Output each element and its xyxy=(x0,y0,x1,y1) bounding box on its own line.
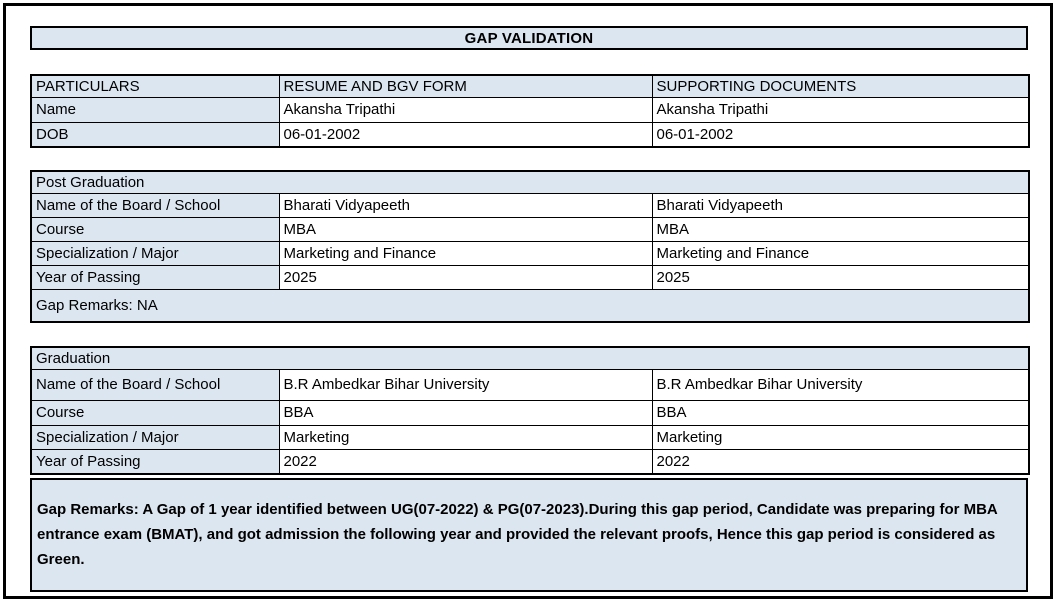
row-label: DOB xyxy=(30,121,280,148)
pg-course-resume-value: MBA xyxy=(278,216,653,242)
pg-board-resume-value: Bharati Vidyapeeth xyxy=(278,192,653,218)
table-row-specialization: Specialization / Major Marketing Marketi… xyxy=(30,424,1030,450)
header-resume-bgv: RESUME AND BGV FORM xyxy=(278,74,653,98)
grad-board-resume-value: B.R Ambedkar Bihar University xyxy=(278,368,653,401)
post-graduation-table: Post Graduation Name of the Board / Scho… xyxy=(30,170,1030,323)
dob-resume-value: 06-01-2002 xyxy=(278,121,653,148)
table-row-board-school: Name of the Board / School Bharati Vidya… xyxy=(30,192,1030,218)
pg-year-resume-value: 2025 xyxy=(278,264,653,290)
table-header-row: PARTICULARS RESUME AND BGV FORM SUPPORTI… xyxy=(30,74,1030,98)
pg-specialization-supporting-value: Marketing and Finance xyxy=(651,240,1030,266)
table-row-dob: DOB 06-01-2002 06-01-2002 xyxy=(30,121,1030,148)
row-label: Name xyxy=(30,96,280,123)
row-label: Name of the Board / School xyxy=(30,192,280,218)
row-label: Specialization / Major xyxy=(30,424,280,450)
table-row-year-of-passing: Year of Passing 2022 2022 xyxy=(30,448,1030,475)
header-supporting-docs: SUPPORTING DOCUMENTS xyxy=(651,74,1030,98)
section-title-graduation: Graduation xyxy=(30,346,1030,370)
row-label: Year of Passing xyxy=(30,448,280,475)
grad-specialization-resume-value: Marketing xyxy=(278,424,653,450)
pg-board-supporting-value: Bharati Vidyapeeth xyxy=(651,192,1030,218)
table-row-name: Name Akansha Tripathi Akansha Tripathi xyxy=(30,96,1030,123)
grad-board-supporting-value: B.R Ambedkar Bihar University xyxy=(651,368,1030,401)
grad-course-supporting-value: BBA xyxy=(651,399,1030,426)
row-label: Year of Passing xyxy=(30,264,280,290)
section-header-row: Post Graduation xyxy=(30,170,1030,194)
gap-remarks-row: Gap Remarks: NA xyxy=(30,288,1030,323)
page-title: GAP VALIDATION xyxy=(30,26,1028,50)
section-header-row: Graduation xyxy=(30,346,1030,370)
header-particulars: PARTICULARS xyxy=(30,74,280,98)
table-row-specialization: Specialization / Major Marketing and Fin… xyxy=(30,240,1030,266)
row-label: Course xyxy=(30,399,280,426)
grad-year-supporting-value: 2022 xyxy=(651,448,1030,475)
grad-specialization-supporting-value: Marketing xyxy=(651,424,1030,450)
table-row-course: Course MBA MBA xyxy=(30,216,1030,242)
graduation-table: Graduation Name of the Board / School B.… xyxy=(30,346,1031,475)
row-label: Specialization / Major xyxy=(30,240,280,266)
row-label: Course xyxy=(30,216,280,242)
particulars-table: PARTICULARS RESUME AND BGV FORM SUPPORTI… xyxy=(30,74,1030,148)
table-row-course: Course BBA BBA xyxy=(30,399,1030,426)
name-supporting-value: Akansha Tripathi xyxy=(651,96,1030,123)
grad-year-resume-value: 2022 xyxy=(278,448,653,475)
pg-course-supporting-value: MBA xyxy=(651,216,1030,242)
section-title-post-graduation: Post Graduation xyxy=(30,170,1030,194)
table-row-year-of-passing: Year of Passing 2025 2025 xyxy=(30,264,1030,290)
name-resume-value: Akansha Tripathi xyxy=(278,96,653,123)
pg-year-supporting-value: 2025 xyxy=(651,264,1030,290)
pg-specialization-resume-value: Marketing and Finance xyxy=(278,240,653,266)
row-label: Name of the Board / School xyxy=(30,368,280,401)
final-gap-remarks: Gap Remarks: A Gap of 1 year identified … xyxy=(30,478,1028,592)
post-graduation-gap-remarks: Gap Remarks: NA xyxy=(30,288,1030,323)
grad-course-resume-value: BBA xyxy=(278,399,653,426)
table-row-board-school: Name of the Board / School B.R Ambedkar … xyxy=(30,368,1030,401)
dob-supporting-value: 06-01-2002 xyxy=(651,121,1030,148)
